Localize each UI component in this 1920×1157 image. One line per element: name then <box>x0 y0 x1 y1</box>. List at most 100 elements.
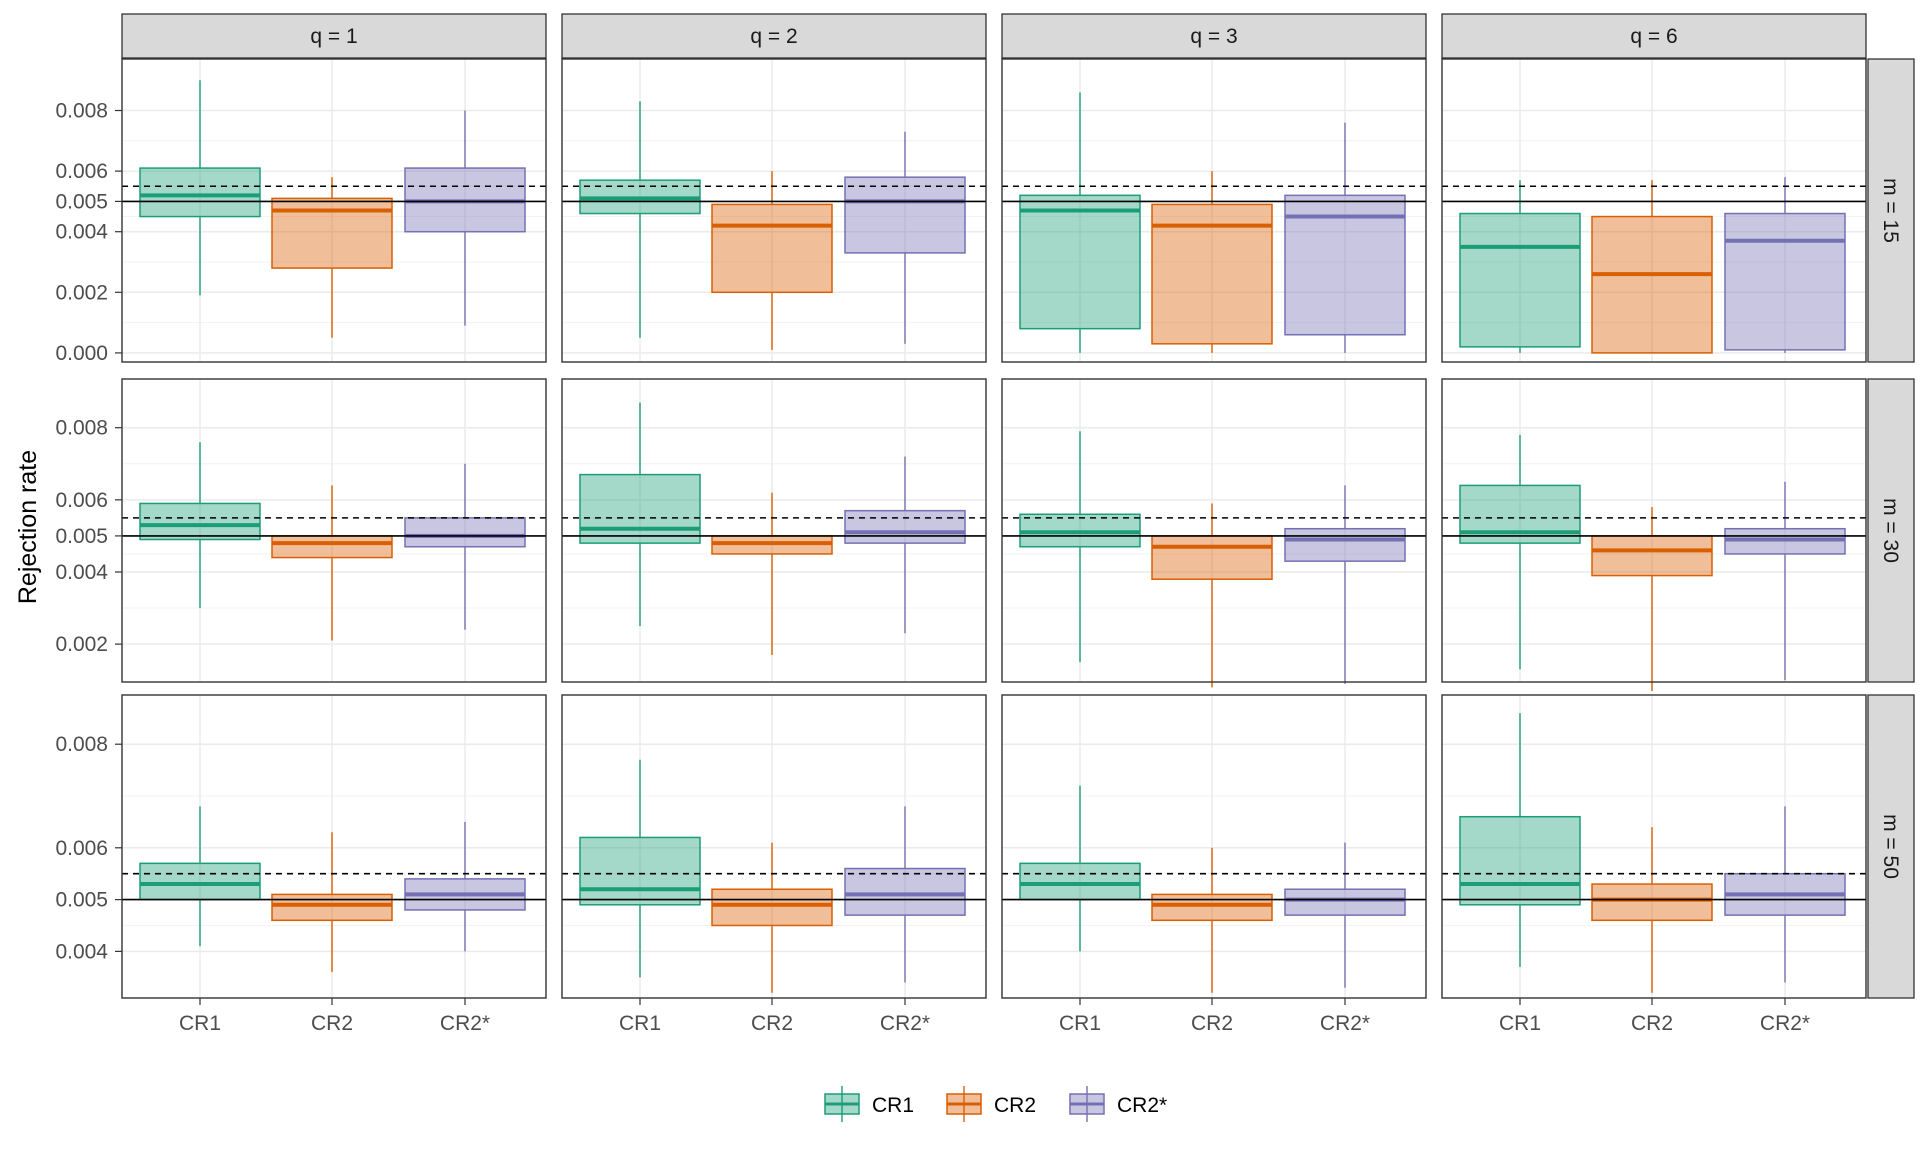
box-body <box>1151 535 1273 580</box>
box-body <box>1019 194 1141 330</box>
column-strip-3 <box>1001 13 1427 59</box>
box-body <box>844 867 966 916</box>
panel-border <box>1001 58 1427 363</box>
box-CR2 <box>1591 827 1713 993</box>
column-strip-label: q = 6 <box>1630 25 1677 48</box>
x-tick-label: CR2* <box>1320 1012 1370 1035</box>
box-body <box>1151 893 1273 922</box>
box-body <box>1459 815 1581 906</box>
box-body <box>711 888 833 927</box>
box-body <box>711 203 833 294</box>
panel-border <box>121 58 547 363</box>
panel-1-3 <box>1001 58 1427 363</box>
panel-3-4 <box>1441 694 1867 999</box>
box-CR1 <box>1459 180 1581 353</box>
y-tick-label: 0.000 <box>55 342 108 365</box>
panel-border <box>561 58 987 363</box>
panel-border <box>1441 694 1867 999</box>
box-body <box>1019 862 1141 901</box>
box-CR1 <box>139 806 261 947</box>
legend-label: CR1 <box>872 1094 914 1117</box>
y-tick-label: 0.004 <box>55 221 108 244</box>
panel-background <box>1002 695 1426 998</box>
x-tick-label: CR2* <box>880 1012 930 1035</box>
labels-layer: Rejection rate <box>14 450 42 604</box>
y-axis-title: Rejection rate <box>14 450 42 604</box>
box-CR1 <box>139 80 261 296</box>
box-body <box>844 176 966 254</box>
row-strip-1 <box>1867 58 1915 363</box>
box-CR2 <box>1591 180 1713 354</box>
box-CR2* <box>404 821 526 952</box>
box-CR2* <box>844 456 966 634</box>
box-body <box>844 509 966 544</box>
box-body <box>1724 212 1846 351</box>
box-CR2* <box>844 806 966 983</box>
box-CR2 <box>711 492 833 655</box>
column-strip-2 <box>561 13 987 59</box>
x-tick-label: CR2* <box>440 1012 490 1035</box>
box-body <box>1284 888 1406 916</box>
box-CR2 <box>1591 507 1713 692</box>
x-tick-label: CR1 <box>619 1012 661 1035</box>
box-CR2 <box>1151 171 1273 353</box>
box-body <box>1284 194 1406 336</box>
y-tick-label: 0.002 <box>55 633 108 656</box>
panel-2-2 <box>561 378 987 683</box>
panel-border <box>1001 694 1427 999</box>
y-tick-label: 0.006 <box>55 489 108 512</box>
box-CR2* <box>1724 177 1846 353</box>
panel-3-2 <box>561 694 987 999</box>
box-CR2* <box>1284 485 1406 684</box>
panel-1-4 <box>1441 58 1867 363</box>
panel-border <box>1001 378 1427 683</box>
panel-background <box>122 695 546 998</box>
panel-background <box>562 695 986 998</box>
y-tick-label: 0.008 <box>55 417 108 440</box>
panel-2-3 <box>1001 378 1427 688</box>
panel-border <box>1441 58 1867 363</box>
panel-border <box>1441 378 1867 683</box>
x-tick-label: CR2 <box>751 1012 793 1035</box>
column-strip-1 <box>121 13 547 59</box>
y-tick-label: 0.004 <box>55 561 108 584</box>
legend-item-CR2: CR2 <box>946 1086 1036 1122</box>
y-tick-label: 0.006 <box>55 160 108 183</box>
legend-label: CR2* <box>1117 1094 1167 1117</box>
row-strip-label: m = 30 <box>1879 498 1902 563</box>
y-tick-label: 0.005 <box>55 525 108 548</box>
panel-3-1 <box>121 694 547 999</box>
y-tick-label: 0.006 <box>55 837 108 860</box>
panel-3-3 <box>1001 694 1427 999</box>
y-tick-label: 0.005 <box>55 889 108 912</box>
box-body <box>139 862 261 901</box>
panel-border <box>121 378 547 683</box>
box-CR1 <box>1019 785 1141 952</box>
row-strip-3 <box>1867 694 1915 999</box>
x-tick-label: CR2 <box>1191 1012 1233 1035</box>
box-body <box>1151 203 1273 345</box>
y-tick-label: 0.004 <box>55 940 108 963</box>
box-body <box>1459 212 1581 348</box>
panel-background <box>1442 695 1866 998</box>
panel-1-2 <box>561 58 987 363</box>
y-tick-label: 0.008 <box>55 100 108 123</box>
box-CR1 <box>1019 92 1141 353</box>
box-CR2 <box>1151 503 1273 688</box>
box-CR2 <box>271 832 393 973</box>
legend: CR1 CR2 CR2* <box>824 1086 1167 1122</box>
box-body <box>271 535 393 559</box>
column-strip-label: q = 3 <box>1190 25 1237 48</box>
panel-2-1 <box>121 378 547 683</box>
box-body <box>1591 535 1713 577</box>
box-CR2 <box>711 842 833 993</box>
box-body <box>404 517 526 548</box>
box-body <box>579 473 701 544</box>
y-tick-label: 0.008 <box>55 733 108 756</box>
panel-background <box>122 379 546 682</box>
x-tick-label: CR2* <box>1760 1012 1810 1035</box>
box-CR2* <box>1724 481 1846 681</box>
x-tick-label: CR1 <box>1059 1012 1101 1035</box>
row-strip-label: m = 50 <box>1879 814 1902 879</box>
panel-border <box>561 694 987 999</box>
